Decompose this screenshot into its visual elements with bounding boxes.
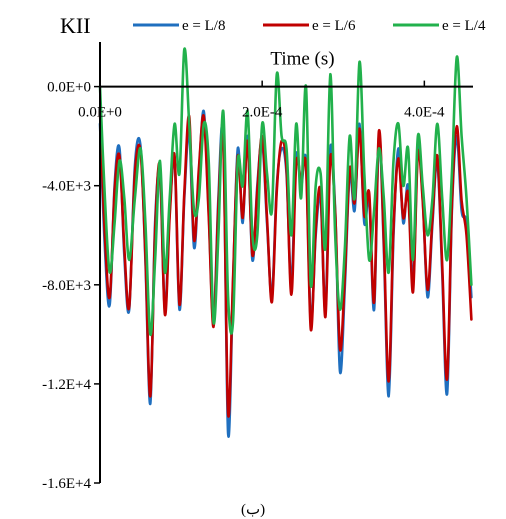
x-tick-label: 4.0E-4 — [404, 105, 445, 121]
series-line-e-l-4 — [98, 47, 473, 336]
legend-label-e-l-4: e = L/4 — [442, 18, 486, 34]
y-tick-label: -4.0E+3 — [42, 179, 91, 195]
axis-ticks: 0.0E+0 -4.0E+3 -8.0E+3 -1.2E+4 -1.6E+4 0.0E+0… — [42, 80, 445, 492]
legend: e = L/8 e = L/6 e = L/4 — [133, 18, 486, 34]
y-axis-title: KII — [60, 13, 91, 38]
x-tick-label: 0.0E+0 — [78, 105, 122, 121]
y-tick-label: -1.6E+4 — [42, 476, 91, 492]
x-tick-label: 2.0E-4 — [242, 105, 283, 121]
x-axis-title: Time (s) — [270, 49, 334, 70]
legend-label-e-l-8: e = L/8 — [182, 18, 225, 34]
figure-caption: (ب) — [241, 502, 265, 518]
y-tick-label: 0.0E+0 — [47, 80, 91, 96]
y-tick-label: -8.0E+3 — [42, 278, 91, 294]
y-tick-label: -1.2E+4 — [42, 377, 91, 393]
series-line-e-l-6 — [98, 110, 473, 418]
plot-area — [98, 47, 473, 438]
legend-label-e-l-6: e = L/6 — [312, 18, 356, 34]
